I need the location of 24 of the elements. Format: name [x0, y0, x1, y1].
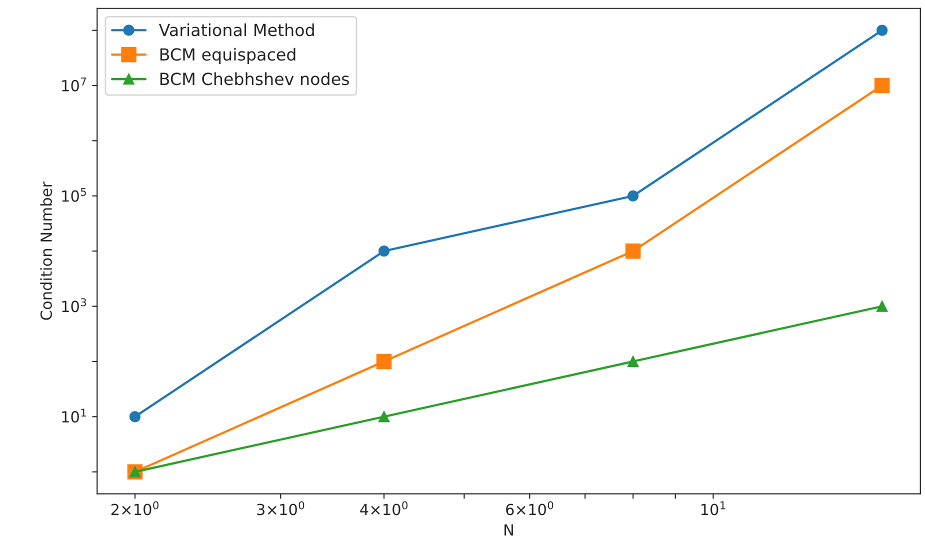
point [876, 24, 888, 36]
point [378, 411, 390, 422]
point [627, 356, 639, 368]
y-tick-label: 10$^{3}$ [62, 298, 86, 312]
point [625, 243, 641, 259]
y-tick-label: 10$^{1}$ [62, 408, 86, 423]
x-tick-label: 2×10$^{0}$ [111, 501, 159, 516]
x-axis-title: N [504, 524, 513, 536]
point [376, 354, 392, 370]
legend-label: BCM equispaced [160, 48, 296, 64]
y-axis-title: Condition Number [40, 182, 52, 320]
point [874, 78, 890, 94]
point [876, 300, 888, 312]
x-tick-label: 6×10$^{0}$ [506, 501, 554, 516]
point [378, 246, 390, 257]
x-tick-label: 3×10$^{0}$ [257, 501, 304, 516]
y-tick-label: 10$^{5}$ [62, 188, 86, 202]
legend-label: Variational Method [158, 23, 314, 36]
point [627, 190, 639, 202]
x-tick-label: 4×10$^{0}$ [360, 501, 408, 516]
legend-label: BCM Chebhshev nodes [160, 72, 349, 86]
y-tick-label: 10$^{7}$ [62, 78, 86, 92]
point [129, 411, 141, 422]
x-tick-label: 10$^{1}$ [701, 501, 726, 516]
